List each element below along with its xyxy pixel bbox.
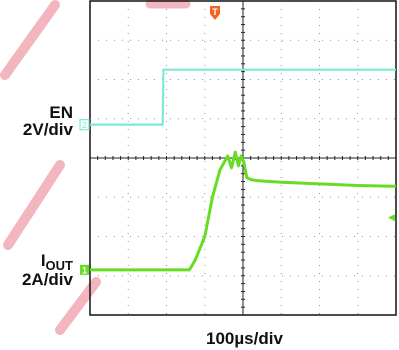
en-trace: [90, 68, 396, 126]
en-channel-marker: 2: [79, 119, 90, 131]
traces: [90, 68, 397, 272]
iout-marker-text: 1: [82, 265, 87, 275]
watermark-stroke: [0, 0, 60, 80]
trigger-marker-shape: [210, 6, 220, 20]
iout-trace: [90, 150, 397, 272]
en-scale-label: 2V/div: [22, 120, 73, 139]
iout-name-main: I: [40, 251, 46, 270]
iout-channel-label: IOUT: [41, 252, 73, 272]
en-channel-label: EN: [49, 103, 73, 122]
watermark-logo: [0, 0, 191, 335]
iout-marker-box: [80, 264, 89, 275]
time-scale-label: 100µs/div: [206, 329, 283, 348]
watermark-stroke: [3, 160, 65, 250]
iout-scale-label: 2A/div: [21, 270, 73, 289]
iout-channel-marker: 1: [80, 264, 89, 275]
trigger-marker-text: T: [212, 7, 218, 17]
iout-name-subscript: OUT: [45, 258, 73, 273]
channel-markers: 2 1 T ◀: [79, 6, 395, 275]
en-marker-text: 2: [82, 120, 87, 130]
trigger-marker: T: [210, 6, 220, 20]
iout-end-marker: ◀: [388, 213, 395, 223]
en-marker-box: [79, 119, 90, 131]
